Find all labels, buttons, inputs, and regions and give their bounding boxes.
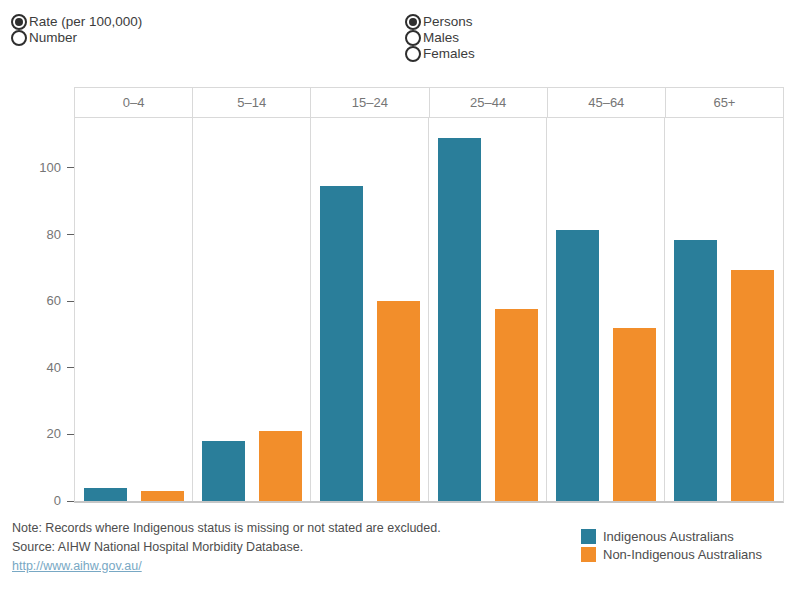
radio-unselected-icon: [405, 30, 421, 46]
column-divider: [192, 118, 193, 501]
bar-non-indigenous-australians-65plus[interactable]: [731, 270, 774, 501]
bar-non-indigenous-australians-25-44[interactable]: [495, 309, 538, 501]
column-divider: [428, 118, 429, 501]
column-divider: [664, 118, 665, 501]
bar-non-indigenous-australians-45-64[interactable]: [613, 328, 656, 501]
population-radio-group: PersonsMalesFemales: [405, 13, 475, 62]
y-axis-tick-mark: [67, 301, 74, 302]
bar-non-indigenous-australians-0-4[interactable]: [141, 491, 184, 501]
column-header-25-44: 25–44: [430, 88, 548, 117]
y-axis-tick-label: 0: [17, 493, 61, 509]
bar-indigenous-australians-45-64[interactable]: [556, 230, 599, 501]
y-axis-tick-mark: [67, 234, 74, 235]
legend-swatch-icon: [581, 547, 596, 562]
radio-selected-icon: [11, 14, 27, 30]
y-axis-tick-label: 20: [17, 426, 61, 442]
y-axis-tick-label: 60: [17, 293, 61, 309]
footer-link[interactable]: http://www.aihw.gov.au/: [12, 559, 142, 573]
radio-option-number[interactable]: Number: [11, 29, 142, 46]
column-header-0-4: 0–4: [75, 88, 193, 117]
column-header-5-14: 5–14: [193, 88, 311, 117]
bar-indigenous-australians-65plus[interactable]: [674, 240, 717, 501]
footer-note: Note: Records where Indigenous status is…: [12, 519, 441, 538]
legend-item-non-indigenous-australians: Non-Indigenous Australians: [581, 545, 762, 563]
y-axis-tick-label: 80: [17, 227, 61, 243]
plot-area: 020406080100: [74, 118, 784, 503]
radio-unselected-icon: [405, 46, 421, 62]
y-axis-tick-mark: [67, 367, 74, 368]
legend-label: Non-Indigenous Australians: [603, 547, 762, 562]
bar-non-indigenous-australians-15-24[interactable]: [377, 301, 420, 501]
age-group-column-headers: 0–45–1415–2425–4445–6465+: [74, 87, 784, 118]
y-axis-tick-mark: [67, 167, 74, 168]
legend-swatch-icon: [581, 529, 596, 544]
radio-option-label: Number: [29, 30, 77, 45]
radio-option-label: Males: [423, 30, 459, 45]
radio-option-persons[interactable]: Persons: [405, 13, 475, 30]
bar-chart: 0–45–1415–2425–4445–6465+ 020406080100: [74, 87, 784, 503]
y-axis-tick-label: 100: [17, 160, 61, 176]
column-divider: [310, 118, 311, 501]
radio-selected-icon: [405, 14, 421, 30]
bar-indigenous-australians-15-24[interactable]: [320, 186, 363, 501]
y-axis-tick-label: 40: [17, 360, 61, 376]
bar-indigenous-australians-0-4[interactable]: [84, 488, 127, 501]
measure-radio-group: Rate (per 100,000)Number: [11, 13, 142, 46]
bar-indigenous-australians-25-44[interactable]: [438, 138, 481, 501]
bar-indigenous-australians-5-14[interactable]: [202, 441, 245, 501]
column-divider: [546, 118, 547, 501]
radio-option-females[interactable]: Females: [405, 45, 475, 62]
y-axis-tick-mark: [67, 501, 74, 502]
radio-unselected-icon: [11, 30, 27, 46]
legend-item-indigenous-australians: Indigenous Australians: [581, 527, 762, 545]
column-header-15-24: 15–24: [311, 88, 429, 117]
legend-label: Indigenous Australians: [603, 529, 734, 544]
column-header-65plus: 65+: [666, 88, 783, 117]
bar-non-indigenous-australians-5-14[interactable]: [259, 431, 302, 501]
footer-source: Source: AIHW National Hospital Morbidity…: [12, 538, 441, 557]
y-axis-tick-mark: [67, 434, 74, 435]
footer: Note: Records where Indigenous status is…: [12, 519, 441, 576]
radio-option-label: Rate (per 100,000): [29, 14, 142, 29]
radio-option-label: Persons: [423, 14, 473, 29]
legend: Indigenous Australians Non-Indigenous Aus…: [581, 527, 762, 563]
radio-option-rate-per-100-000[interactable]: Rate (per 100,000): [11, 13, 142, 30]
radio-option-label: Females: [423, 46, 475, 61]
radio-option-males[interactable]: Males: [405, 29, 475, 46]
column-header-45-64: 45–64: [548, 88, 666, 117]
